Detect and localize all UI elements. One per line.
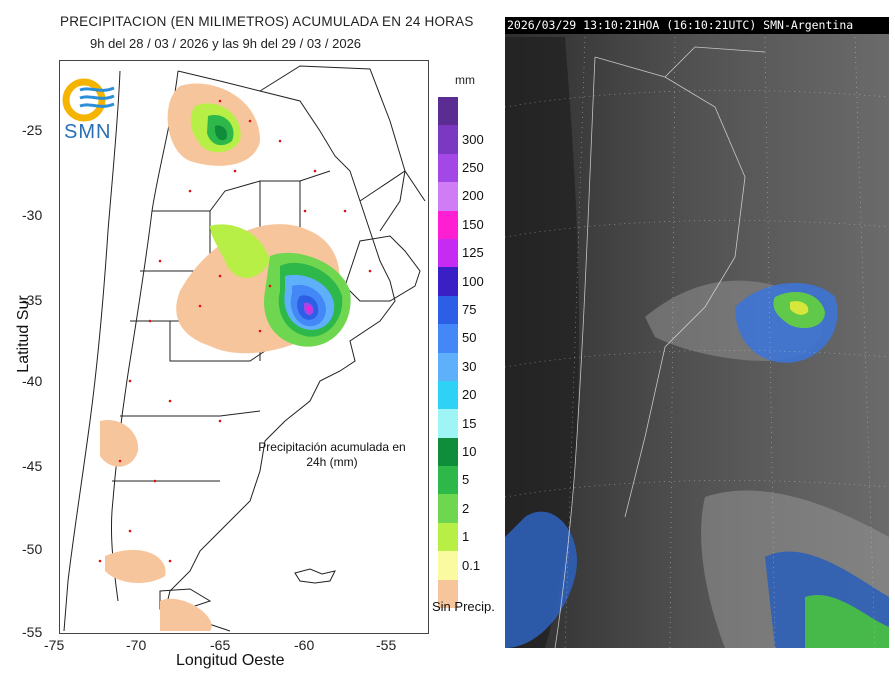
x-tick: -75	[44, 637, 65, 653]
legend-label: 1	[462, 529, 470, 545]
legend-color-box	[438, 352, 458, 381]
y-tick: -50	[22, 541, 43, 557]
y-tick: -40	[22, 373, 43, 389]
legend-color-box	[438, 551, 458, 580]
legend-label: 0.1	[462, 557, 481, 573]
legend-label: 300	[462, 131, 484, 147]
legend-label: 75	[462, 302, 477, 317]
legend-color-box	[438, 324, 458, 353]
legend-color-box	[438, 579, 458, 609]
legend-label: 15	[462, 415, 477, 431]
x-tick: -65	[210, 637, 231, 653]
legend-label: 50	[462, 330, 477, 346]
legend-label: 200	[462, 188, 484, 204]
map-title: PRECIPITACION (EN MILIMETROS) ACUMULADA …	[60, 14, 474, 29]
legend-color-box	[438, 97, 458, 126]
legend-color-box	[438, 210, 458, 239]
legend-label: 100	[462, 273, 484, 289]
legend-label: 20	[462, 387, 477, 403]
no-precip-label: Sin Precip.	[432, 599, 495, 614]
y-tick: -35	[22, 292, 43, 308]
map-plot-area	[59, 60, 429, 634]
legend-color-box	[438, 182, 458, 211]
map-annotation: Precipitación acumulada en 24h (mm)	[258, 440, 406, 469]
y-tick: -30	[22, 207, 43, 223]
legend-color-box	[438, 380, 458, 410]
legend-color-box	[438, 437, 458, 467]
x-tick: -60	[294, 637, 315, 653]
legend-label: 30	[462, 358, 477, 374]
precipitation-map-panel: PRECIPITACION (EN MILIMETROS) ACUMULADA …	[15, 14, 495, 669]
legend-color-box	[438, 125, 458, 154]
x-axis-label: Longitud Oeste	[176, 652, 285, 669]
legend-color-box	[438, 466, 458, 495]
legend-label: 125	[462, 245, 484, 261]
satellite-image	[505, 17, 889, 648]
legend-color-box	[438, 238, 458, 268]
legend-color-box	[438, 267, 458, 296]
satellite-header: 2026/03/29 13:10:21HOA (16:10:21UTC) SMN…	[505, 17, 889, 34]
legend-label: 10	[462, 444, 477, 459]
legend-color-box	[438, 409, 458, 438]
legend-color-box	[438, 295, 458, 325]
y-tick: -45	[22, 458, 43, 474]
legend-unit: mm	[455, 73, 475, 87]
logo-text: SMN	[64, 121, 112, 143]
legend-label: 2	[462, 500, 470, 516]
precip-legend	[438, 97, 458, 609]
map-subtitle: 9h del 28 / 03 / 2026 y las 9h del 29 / …	[90, 36, 362, 51]
smn-logo-icon	[62, 76, 120, 146]
legend-label: 250	[462, 160, 484, 175]
satellite-image-panel: 2026/03/29 13:10:21HOA (16:10:21UTC) SMN…	[505, 17, 889, 648]
legend-label: 5	[462, 472, 470, 488]
legend-label: 150	[462, 216, 484, 232]
y-tick: -55	[22, 624, 43, 640]
legend-color-box	[438, 153, 458, 183]
y-axis-label: Latitud Sur	[15, 295, 32, 373]
x-tick: -55	[376, 637, 397, 653]
y-tick: -25	[22, 122, 43, 138]
legend-color-box	[438, 522, 458, 552]
x-tick: -70	[126, 637, 147, 653]
legend-color-box	[438, 494, 458, 523]
argentina-map	[63, 65, 426, 632]
